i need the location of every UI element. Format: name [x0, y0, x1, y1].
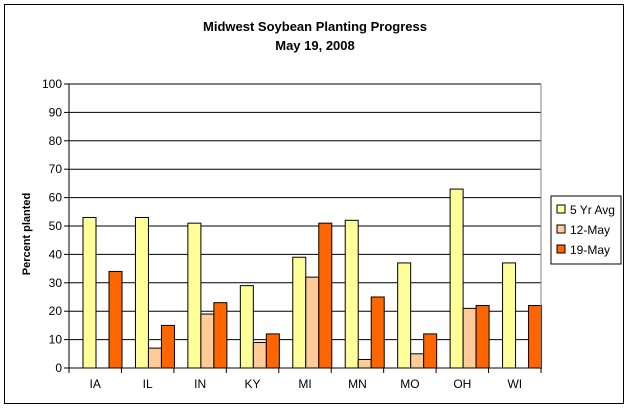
x-tick-label: OH — [453, 377, 471, 391]
bar-19-may-mn — [370, 296, 385, 369]
legend-label: 12-May — [570, 223, 610, 237]
x-tick-label: IN — [194, 377, 206, 391]
y-tick-label: 60 — [49, 191, 63, 205]
bar-5-yr-avg-mn — [344, 219, 359, 369]
chart-subtitle: May 19, 2008 — [275, 38, 355, 53]
bar-19-may-ia — [108, 270, 123, 369]
x-tick-label: MN — [348, 377, 367, 391]
bar-19-may-mi — [318, 222, 333, 369]
legend-swatch — [556, 204, 566, 214]
y-tick-label: 40 — [49, 247, 63, 261]
bar-19-may-mo — [423, 333, 438, 369]
y-tick-label: 80 — [49, 134, 63, 148]
bar-19-may-wi — [528, 305, 543, 369]
plot-area: 0 10 20 30 40 50 60 70 80 90 100 IA IL IN KY MI MN MO OH WI — [42, 77, 543, 391]
bar-12-may-ky — [252, 341, 267, 369]
legend: 5 Yr Avg 12-May 19-May — [550, 195, 622, 265]
x-tick-label: IL — [143, 377, 153, 391]
y-tick-label: 0 — [55, 361, 62, 375]
bar-19-may-ky — [265, 333, 280, 369]
legend-swatch — [556, 244, 566, 254]
bar-19-may-in — [213, 302, 228, 369]
y-tick-label: 20 — [49, 304, 63, 318]
bar-12-may-oh — [462, 307, 477, 369]
chart-svg: Midwest Soybean Planting Progress May 19… — [21, 19, 622, 391]
bar-5-yr-avg-ky — [239, 285, 254, 369]
y-tick-label: 10 — [49, 333, 63, 347]
legend-swatch — [556, 224, 566, 234]
bar-5-yr-avg-wi — [502, 262, 517, 369]
legend-label: 5 Yr Avg — [570, 203, 615, 217]
y-tick-label: 90 — [49, 105, 63, 119]
y-axis-label: Percent planted — [21, 193, 33, 276]
bar-12-may-mo — [410, 353, 425, 369]
x-tick-label: IA — [90, 377, 101, 391]
bar-12-may-in — [200, 313, 215, 369]
bar-12-may-il — [147, 347, 162, 369]
bar-5-yr-avg-mi — [292, 256, 307, 369]
y-tick-label: 100 — [42, 77, 62, 91]
bar-19-may-il — [160, 324, 175, 369]
bar-12-may-mn — [357, 358, 372, 369]
x-tick-label: MI — [298, 377, 311, 391]
bar-5-yr-avg-in — [187, 222, 202, 369]
x-tick-label: MO — [400, 377, 419, 391]
x-tick-label: WI — [507, 377, 522, 391]
chart-title: Midwest Soybean Planting Progress — [203, 19, 427, 34]
bar-19-may-oh — [475, 305, 490, 369]
bar-5-yr-avg-ia — [82, 216, 97, 369]
bar-5-yr-avg-oh — [449, 188, 464, 369]
bar-12-may-mi — [305, 276, 320, 369]
y-tick-label: 70 — [49, 162, 63, 176]
legend-label: 19-May — [570, 243, 610, 257]
y-tick-label: 50 — [49, 219, 63, 233]
x-tick-label: KY — [245, 377, 261, 391]
bar-5-yr-avg-il — [134, 216, 149, 369]
y-tick-label: 30 — [49, 276, 63, 290]
bar-5-yr-avg-mo — [397, 262, 412, 369]
chart-frame: Midwest Soybean Planting Progress May 19… — [4, 4, 624, 404]
